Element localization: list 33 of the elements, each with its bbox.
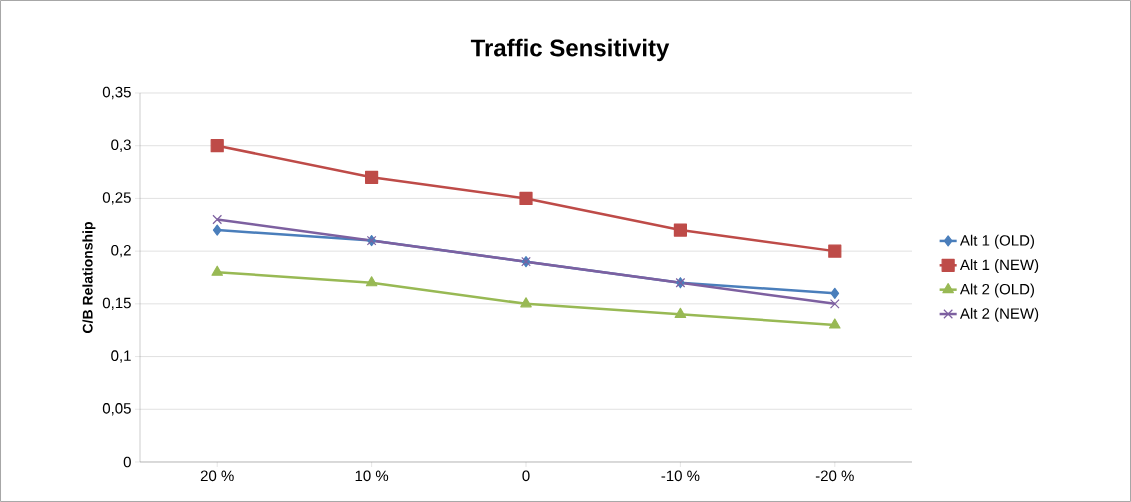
y-tick-label: 0,25 xyxy=(102,192,131,205)
y-tick-label: 0 xyxy=(123,456,131,468)
point xyxy=(212,214,223,225)
y-tick-label: 0,35 xyxy=(102,86,131,100)
point xyxy=(212,224,222,236)
x-tick-label: 10 % xyxy=(355,470,389,482)
x-tick-label: 0 xyxy=(522,470,530,482)
point xyxy=(211,265,224,276)
y-tick-label: 0,05 xyxy=(102,403,131,416)
point xyxy=(830,287,840,299)
point xyxy=(519,191,533,206)
legend-label: Alt 1 (OLD) xyxy=(959,234,1034,249)
point xyxy=(828,244,842,258)
y-tick-label: 0,15 xyxy=(102,297,131,311)
x-tick-label: 20 % xyxy=(200,470,234,482)
legend-label: Alt 2 (NEW) xyxy=(959,307,1039,322)
point xyxy=(673,223,687,237)
point xyxy=(674,307,687,318)
y-tick-label: 0,2 xyxy=(111,244,131,258)
x-tick-label: -20 % xyxy=(815,470,854,482)
point xyxy=(365,170,379,184)
point xyxy=(210,139,224,153)
point xyxy=(829,299,840,309)
legend-label: Alt 2 (OLD) xyxy=(959,283,1034,298)
y-axis-title: C/B Relationship xyxy=(82,222,96,333)
point xyxy=(365,276,378,287)
chart-title: Traffic Sensitivity xyxy=(470,38,670,62)
y-tick-label: 0,1 xyxy=(111,350,131,363)
point xyxy=(829,318,841,329)
legend-label: Alt 1 (NEW) xyxy=(959,259,1039,274)
point xyxy=(520,297,532,308)
y-tick-label: 0,3 xyxy=(111,139,131,152)
x-tick-label: -10 % xyxy=(661,470,700,482)
